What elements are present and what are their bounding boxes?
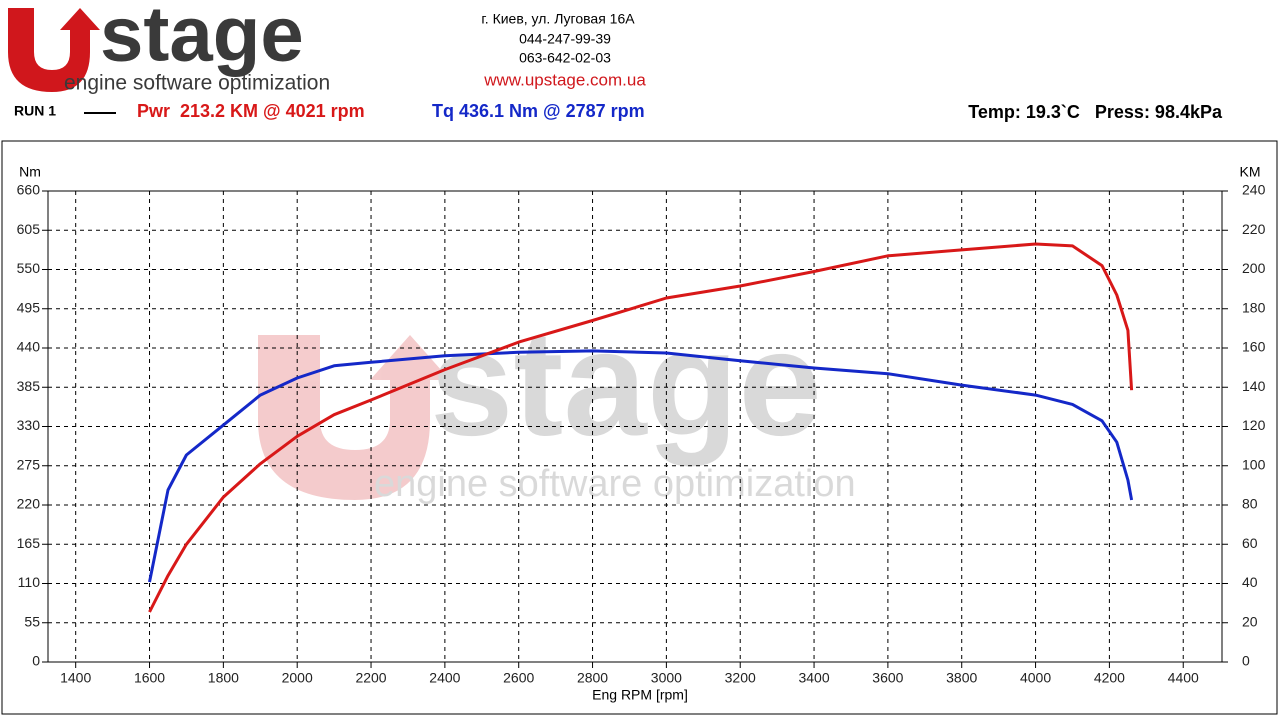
y-tick-label: 385 [17,378,41,394]
series-line [148,349,1134,583]
phone: 044-247-99-39 [519,31,611,47]
power-summary: Pwr 213.2 KM @ 4021 rpm [137,101,365,121]
x-tick-label: 3200 [725,670,756,686]
y-tick-label: 110 [18,574,41,590]
logo-mark [8,8,100,92]
watermark-word: stage [430,299,822,467]
y2-tick-label: 20 [1242,613,1258,629]
y-tick-label: 495 [17,299,41,315]
watermark-tagline: engine software optimization [374,463,856,505]
x-tick-label: 2600 [503,670,534,686]
plot-border [47,190,1223,663]
x-tick-label: 2200 [355,670,386,686]
logo-tagline: engine software optimization [64,72,330,95]
x-tick-label: 1600 [134,670,165,686]
x-tick-label: 2800 [577,670,608,686]
y-tick-label: 440 [17,339,41,355]
y-tick-label: 660 [17,182,41,198]
y2-tick-label: 240 [1242,182,1266,198]
conditions: Temp: 19.3`C Press: 98.4kPa [968,102,1223,122]
y-tick-label: 220 [17,496,41,512]
torque-summary: Tq 436.1 Nm @ 2787 rpm [432,101,645,121]
x-tick-label: 3400 [798,670,829,686]
y2-tick-label: 40 [1242,574,1258,590]
y2-tick-label: 100 [1242,456,1266,472]
y2-tick-label: 200 [1242,260,1266,276]
x-tick-label: 1800 [208,670,239,686]
x-tick-label: 4000 [1020,670,1051,686]
y2-tick-label: 60 [1242,535,1258,551]
y2-tick-label: 140 [1242,378,1266,394]
phone: 063-642-02-03 [519,50,611,66]
website: www.upstage.com.ua [483,70,646,89]
x-axis-label: Eng RPM [rpm] [592,687,688,703]
y-tick-label: 165 [17,535,41,551]
x-tick-label: 1400 [60,670,91,686]
y2-tick-label: 160 [1242,339,1266,355]
run-label: RUN 1 [14,103,56,119]
logo: stage engine software optimization [8,0,330,95]
x-tick-label: 3000 [651,670,682,686]
x-tick-label: 2400 [429,670,460,686]
y2-axis-label: KM [1240,164,1261,180]
y-tick-label: 330 [17,417,41,433]
frame [1,140,1278,715]
y-tick-label: 275 [17,456,41,472]
address: г. Киев, ул. Луговая 16А [481,11,635,27]
x-tick-label: 4200 [1094,670,1125,686]
x-tick-label: 4400 [1168,670,1199,686]
y-tick-label: 55 [24,613,40,629]
series-line [148,242,1134,613]
x-tick-label: 3600 [872,670,903,686]
y-tick-label: 605 [17,221,41,237]
y2-tick-label: 80 [1242,496,1258,512]
y-tick-label: 0 [32,653,40,669]
y2-tick-label: 220 [1242,221,1266,237]
y-tick-label: 550 [17,260,41,276]
y-axis-label: Nm [19,164,41,180]
logo-word: stage [100,0,304,78]
y2-tick-label: 180 [1242,299,1266,315]
x-tick-label: 2000 [282,670,313,686]
y2-tick-label: 0 [1242,653,1250,669]
y2-tick-label: 120 [1242,417,1266,433]
x-tick-label: 3800 [946,670,977,686]
